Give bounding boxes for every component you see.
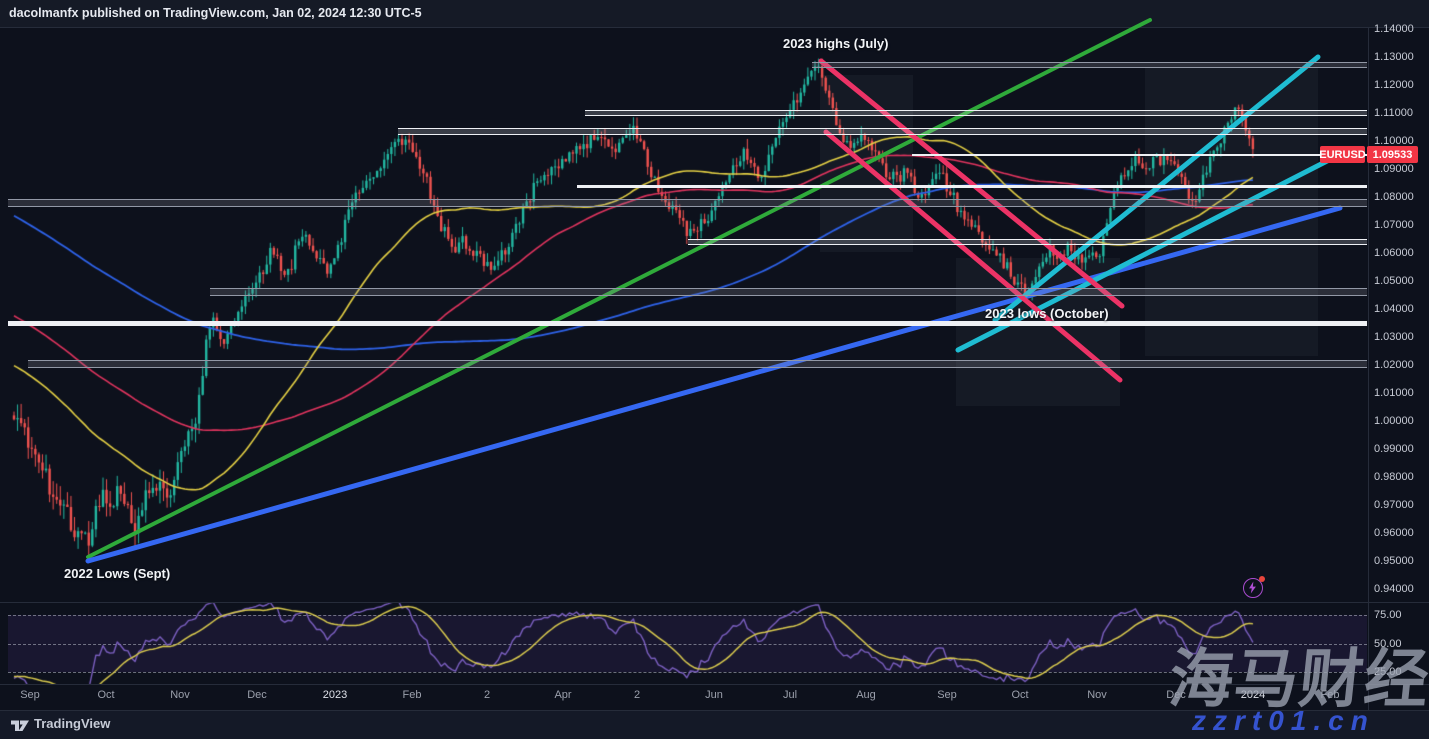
trendline-ascending-channel-upper-cyan[interactable] bbox=[992, 54, 1321, 323]
time-axis-label: Nov bbox=[1087, 689, 1107, 701]
price-axis-label: 0.97000 bbox=[1374, 499, 1414, 511]
time-axis-label: 2 bbox=[633, 689, 641, 701]
sr-level-1.0350[interactable] bbox=[8, 321, 1367, 326]
time-axis-label: Dec bbox=[1166, 689, 1186, 701]
price-axis-label: 1.08000 bbox=[1374, 191, 1414, 203]
trendline-descending-channel-upper-pink[interactable] bbox=[818, 58, 1125, 309]
price-axis-label: 1.03000 bbox=[1374, 331, 1414, 343]
pane-divider-rsi-timeaxis bbox=[0, 684, 1429, 685]
price-axis-label: 1.06000 bbox=[1374, 247, 1414, 259]
price-axis-divider bbox=[1368, 28, 1369, 710]
pane-divider-main-rsi[interactable] bbox=[0, 602, 1429, 603]
price-axis-label: 1.07000 bbox=[1374, 219, 1414, 231]
sr-level-1.1100[interactable] bbox=[585, 110, 1367, 116]
time-axis-label: Feb bbox=[402, 689, 422, 701]
trendline-descending-channel-lower-pink[interactable] bbox=[823, 129, 1123, 383]
notification-dot bbox=[1259, 576, 1265, 582]
price-axis-label: 0.99000 bbox=[1374, 443, 1414, 455]
lightning-icon bbox=[1249, 581, 1256, 594]
price-axis-label: 1.04000 bbox=[1374, 303, 1414, 315]
price-axis-label: 1.12000 bbox=[1374, 79, 1414, 91]
trendline-long-term-support-blue[interactable] bbox=[85, 205, 1343, 564]
rsi-axis-label: 50.00 bbox=[1374, 638, 1402, 650]
sr-level-1.0635[interactable] bbox=[688, 239, 1367, 245]
time-axis-label: 2023 bbox=[322, 689, 348, 701]
time-axis-label: 2 bbox=[483, 689, 491, 701]
sr-level-1.0800[interactable] bbox=[8, 199, 1367, 207]
trendline-ascending-channel-lower-cyan[interactable] bbox=[955, 156, 1334, 353]
rsi-axis-label: 25.00 bbox=[1374, 666, 1402, 678]
time-axis-label: 2024 bbox=[1240, 689, 1266, 701]
time-axis-label: Oct bbox=[97, 689, 115, 701]
sr-level-1.0200[interactable] bbox=[28, 360, 1367, 368]
time-axis-label: Oct bbox=[1011, 689, 1029, 701]
sr-level-1.1275[interactable] bbox=[812, 62, 1367, 68]
price-axis-label: 1.10000 bbox=[1374, 135, 1414, 147]
annotation-2022-lows[interactable]: 2022 Lows (Sept) bbox=[64, 566, 171, 581]
sr-level-1.0950[interactable] bbox=[912, 154, 1367, 156]
sr-level-1.0865[interactable] bbox=[577, 185, 1367, 188]
boost-icon[interactable] bbox=[1243, 576, 1265, 598]
price-axis-label: 1.05000 bbox=[1374, 275, 1414, 287]
price-axis-label: 0.96000 bbox=[1374, 527, 1414, 539]
price-axis-label: 1.14000 bbox=[1374, 23, 1414, 35]
price-axis-label: 1.11000 bbox=[1374, 107, 1413, 119]
time-axis-label: Feb bbox=[1320, 689, 1340, 701]
sr-level-1.1000[interactable] bbox=[398, 128, 1367, 135]
price-axis-label: 0.98000 bbox=[1374, 471, 1414, 483]
price-axis-label: 1.09000 bbox=[1374, 163, 1414, 175]
time-axis-label: Jul bbox=[782, 689, 798, 701]
rsi-axis-label: 75.00 bbox=[1374, 609, 1402, 621]
price-axis-label: 0.94000 bbox=[1374, 583, 1414, 595]
time-axis-label: Nov bbox=[170, 689, 190, 701]
time-axis-label: Apr bbox=[554, 689, 572, 701]
annotation-2023-lows[interactable]: 2023 lows (October) bbox=[985, 306, 1109, 321]
price-axis-label: 1.02000 bbox=[1374, 359, 1414, 371]
price-axis-label: 1.00000 bbox=[1374, 415, 1414, 427]
pane-divider-footer bbox=[0, 710, 1429, 711]
time-axis-label: Sep bbox=[937, 689, 957, 701]
price-axis-label: 1.13000 bbox=[1374, 51, 1414, 63]
sr-level-1.0470[interactable] bbox=[210, 288, 1367, 296]
price-axis-label: 0.95000 bbox=[1374, 555, 1414, 567]
annotation-2023-highs[interactable]: 2023 highs (July) bbox=[783, 36, 889, 51]
time-axis-label: Dec bbox=[247, 689, 267, 701]
time-axis-label: Jun bbox=[705, 689, 723, 701]
last-price-chip: 1.09533 bbox=[1367, 146, 1418, 163]
time-axis-label: Sep bbox=[20, 689, 40, 701]
price-axis-label: 1.01000 bbox=[1374, 387, 1414, 399]
symbol-chip: EURUSD bbox=[1319, 146, 1366, 163]
time-axis-label: Aug bbox=[856, 689, 876, 701]
